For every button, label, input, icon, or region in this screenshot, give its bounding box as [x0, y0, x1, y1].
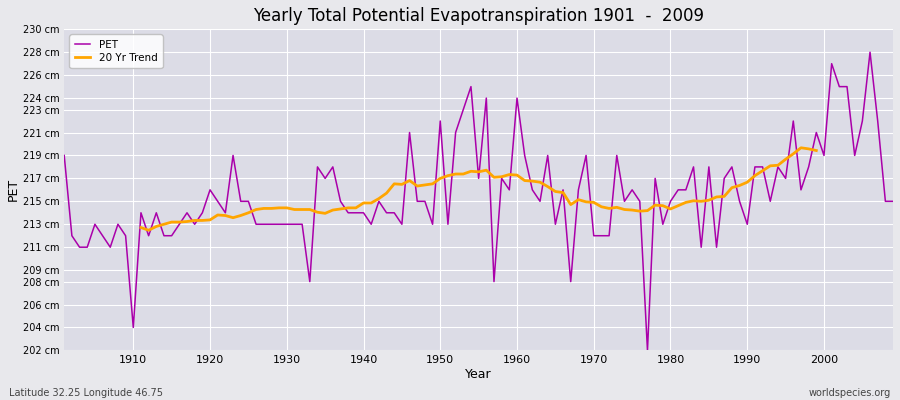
PET	[58, 153, 69, 158]
PET	[335, 199, 346, 204]
PET	[289, 222, 300, 227]
PET	[121, 233, 131, 238]
PET	[887, 199, 898, 204]
PET	[604, 233, 615, 238]
Line: PET: PET	[64, 52, 893, 350]
20 Yr Trend	[489, 175, 500, 180]
PET	[642, 348, 652, 353]
PET	[511, 96, 522, 100]
20 Yr Trend	[143, 228, 154, 233]
Text: worldspecies.org: worldspecies.org	[809, 388, 891, 398]
20 Yr Trend	[212, 212, 223, 217]
Title: Yearly Total Potential Evapotranspiration 1901  -  2009: Yearly Total Potential Evapotranspiratio…	[253, 7, 704, 25]
20 Yr Trend	[228, 215, 238, 220]
20 Yr Trend	[742, 180, 752, 185]
20 Yr Trend	[136, 225, 147, 230]
Line: 20 Yr Trend: 20 Yr Trend	[141, 148, 816, 230]
X-axis label: Year: Year	[465, 368, 492, 381]
20 Yr Trend	[796, 145, 806, 150]
Y-axis label: PET: PET	[7, 178, 20, 202]
Text: Latitude 32.25 Longitude 46.75: Latitude 32.25 Longitude 46.75	[9, 388, 163, 398]
Legend: PET, 20 Yr Trend: PET, 20 Yr Trend	[69, 34, 163, 68]
20 Yr Trend	[811, 148, 822, 153]
20 Yr Trend	[282, 206, 292, 210]
PET	[504, 188, 515, 192]
PET	[865, 50, 876, 55]
20 Yr Trend	[404, 178, 415, 183]
